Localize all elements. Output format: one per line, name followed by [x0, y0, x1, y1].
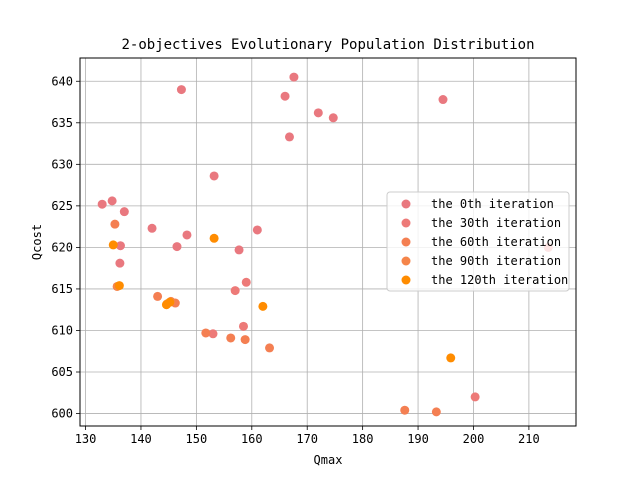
legend-label: the 30th iteration: [431, 216, 561, 230]
data-point: [258, 301, 268, 311]
x-tick-label: 200: [463, 432, 485, 446]
data-point: [241, 277, 251, 287]
legend-marker: [401, 218, 411, 228]
data-point: [431, 407, 441, 417]
legend-label: the 0th iteration: [431, 197, 554, 211]
y-tick-label: 625: [51, 199, 73, 213]
data-point: [284, 132, 294, 142]
data-point: [107, 196, 117, 206]
data-point: [280, 91, 290, 101]
data-point: [313, 108, 323, 118]
data-point: [165, 297, 175, 307]
data-point: [108, 240, 118, 250]
legend-marker: [401, 199, 411, 209]
y-tick-label: 620: [51, 240, 73, 254]
x-tick-label: 180: [352, 432, 374, 446]
data-point: [400, 405, 410, 415]
data-point: [226, 333, 236, 343]
legend-label: the 60th iteration: [431, 235, 561, 249]
data-point: [234, 245, 244, 255]
x-tick-label: 130: [75, 432, 97, 446]
x-tick-label: 160: [241, 432, 263, 446]
x-tick-label: 150: [186, 432, 208, 446]
legend-marker: [401, 256, 411, 266]
plot-frame: [79, 57, 577, 427]
legend-marker: [401, 237, 411, 247]
data-point: [115, 241, 125, 251]
data-point: [176, 85, 186, 95]
x-tick-label: 170: [296, 432, 318, 446]
series-4-points: [108, 233, 456, 363]
data-point: [289, 72, 299, 82]
data-point: [119, 207, 129, 217]
data-point: [110, 219, 120, 229]
y-tick-label: 640: [51, 74, 73, 88]
y-tick-label: 600: [51, 407, 73, 421]
data-point: [147, 223, 157, 233]
y-tick-label: 605: [51, 365, 73, 379]
x-tick-label: 140: [130, 432, 152, 446]
data-point: [438, 95, 448, 105]
legend-box: [386, 191, 570, 292]
legend-marker: [401, 275, 411, 285]
x-axis-label: Qmax: [314, 453, 343, 467]
data-point: [172, 242, 182, 252]
data-point: [230, 286, 240, 296]
legend-entries: the 0th iteration the 30th iteration the 6…: [401, 197, 568, 287]
y-axis-label: Qcost: [30, 224, 44, 260]
y-tick-label: 615: [51, 282, 73, 296]
data-point: [182, 230, 192, 240]
data-point: [240, 335, 250, 345]
data-point: [201, 328, 211, 338]
y-tick-label: 635: [51, 116, 73, 130]
data-point: [114, 281, 124, 291]
data-point: [238, 321, 248, 331]
data-point: [446, 353, 456, 363]
data-point: [470, 392, 480, 402]
legend: the 0th iteration the 30th iteration the 6…: [386, 191, 570, 292]
data-point: [115, 258, 125, 268]
data-point: [208, 329, 218, 339]
y-tick-label: 630: [51, 157, 73, 171]
axis-ticks: 130 140 150 160 170 180 190 200 210 600 605 610 615 6…: [51, 74, 539, 446]
grid-lines: [80, 58, 576, 426]
series-0-points: [97, 72, 448, 268]
data-point: [252, 225, 262, 235]
data-point: [209, 233, 219, 243]
x-tick-label: 190: [407, 432, 429, 446]
chart-title: 2-objectives Evolutionary Population Dis…: [121, 37, 534, 53]
legend-label: the 120th iteration: [431, 273, 568, 287]
data-point: [209, 171, 219, 181]
y-tick-label: 610: [51, 323, 73, 337]
data-point: [97, 199, 107, 209]
x-tick-label: 210: [518, 432, 540, 446]
data-point: [328, 113, 338, 123]
legend-label: the 90th iteration: [431, 254, 561, 268]
data-point: [153, 291, 163, 301]
data-point: [265, 343, 275, 353]
